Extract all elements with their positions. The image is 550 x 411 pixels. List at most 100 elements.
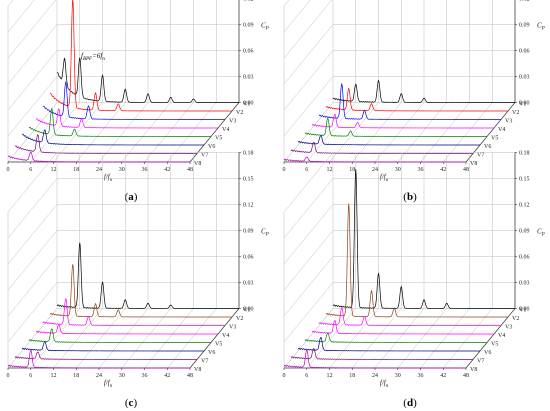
grid-line <box>53 102 103 163</box>
panel-d: 0 6 12 18 24 30 36 42 48 f/fn 0.00 0.03 0.06 0.09 0.12… <box>283 151 545 390</box>
grid-line <box>121 308 171 369</box>
z-tick-label: 0.18 <box>519 151 530 157</box>
grid-line <box>420 102 470 163</box>
x-tick-label: 48 <box>463 373 469 379</box>
z-tick-label: 0.00 <box>243 307 254 313</box>
grid-line <box>167 308 217 369</box>
z-tick-label: 0.03 <box>243 281 254 287</box>
panel-c: 0 6 12 18 24 30 36 42 48 f/fn 0.00 0.03 0.06 0.09 0.12… <box>7 151 269 390</box>
x-tick-label: 6 <box>305 167 308 173</box>
traces <box>283 79 516 163</box>
series-label-V5: V5 <box>215 342 222 348</box>
z-tick-label: 0.09 <box>519 229 530 235</box>
series-line-V4 <box>35 108 219 129</box>
panel-label: (b) <box>403 191 417 203</box>
series-line-V1 <box>56 242 240 309</box>
panel-b: 0 6 12 18 24 30 36 42 48 f/fn 0.00 0.03 0.06 0.09 0.12… <box>283 0 545 183</box>
grid-line <box>420 308 470 369</box>
series-label-V1: V1 <box>243 102 250 108</box>
z-tick-label: 0.15 <box>243 177 254 183</box>
bpf-annotation: fBPF=6fn <box>81 52 105 62</box>
grid-line <box>7 24 58 85</box>
series-line-V3 <box>318 306 502 326</box>
grid-line <box>283 230 334 291</box>
depth-axis-line <box>189 308 240 369</box>
grid-line <box>7 76 58 137</box>
series-label-V1: V1 <box>519 102 526 108</box>
series-label-V1: V1 <box>243 308 250 314</box>
grid-line <box>329 102 379 163</box>
grid-line <box>121 102 171 163</box>
series-label-V3: V3 <box>229 325 236 331</box>
series-line-V3 <box>42 80 226 120</box>
x-tick-label: 0 <box>7 167 10 173</box>
traces <box>7 242 240 369</box>
x-axis-label: f/fn <box>104 173 113 183</box>
grid-line <box>98 102 149 163</box>
x-tick-label: 36 <box>142 167 148 173</box>
depth-axis-line <box>465 102 516 163</box>
z-tick-label: 0.09 <box>519 23 530 29</box>
grid-line <box>443 308 493 369</box>
traces <box>283 169 516 369</box>
x-tick-label: 36 <box>142 373 148 379</box>
z-tick-label: 0.12 <box>519 203 530 209</box>
grid-line <box>283 256 334 317</box>
series-line-V1 <box>56 57 240 103</box>
z-tick-label: 0.09 <box>243 229 254 235</box>
z-tick-label: 0.06 <box>243 255 254 261</box>
grid-line <box>7 282 58 343</box>
series-label-V4: V4 <box>222 127 229 133</box>
series-label-V8: V8 <box>470 367 477 373</box>
grid-line <box>374 102 425 163</box>
grid-line <box>7 0 57 59</box>
depth-axis-line <box>189 102 240 163</box>
x-tick-label: 0 <box>7 373 10 379</box>
series-line-V4 <box>311 113 495 129</box>
x-tick-label: 6 <box>305 373 308 379</box>
panel-a: 0 6 12 18 24 30 36 42 48 f/fn 0.00 0.03 0.06 0.09 0.12… <box>7 0 269 183</box>
x-tick-label: 18 <box>349 373 355 379</box>
series-line-V6 <box>297 336 481 352</box>
grid-line <box>283 308 334 369</box>
grid-line <box>283 204 334 265</box>
x-tick-label: 42 <box>440 373 446 379</box>
series-line-V3 <box>42 297 226 326</box>
z-tick-label: 0.03 <box>519 75 530 81</box>
x-tick-label: 30 <box>119 167 125 173</box>
series-label-V7: V7 <box>477 153 484 159</box>
z-tick-label: 0.06 <box>519 255 530 261</box>
series-line-V2 <box>325 87 509 112</box>
grid-line <box>7 256 58 317</box>
x-tick-label: 24 <box>372 167 378 173</box>
series-label-V3: V3 <box>229 119 236 125</box>
grid <box>283 152 516 369</box>
series-label-V6: V6 <box>484 350 491 356</box>
x-tick-label: 6 <box>29 167 32 173</box>
grid-line <box>144 102 194 163</box>
z-tick-label: 0.06 <box>243 49 254 55</box>
grid-line <box>283 50 334 111</box>
z-tick-label: 0.12 <box>519 0 530 3</box>
series-line-V1 <box>332 79 516 103</box>
z-tick-label: 0.12 <box>243 0 254 3</box>
x-axis-label: f/fn <box>104 379 113 389</box>
series-line-V8 <box>283 349 467 369</box>
grid-line <box>397 308 447 369</box>
series-line-V4 <box>35 324 219 335</box>
series-line-V1 <box>332 169 516 309</box>
panel-label: (a) <box>125 191 138 203</box>
series-line-V5 <box>304 332 488 343</box>
series-label-V8: V8 <box>194 367 201 373</box>
grid-line <box>283 152 334 213</box>
series-line-V3 <box>318 82 502 120</box>
series-line-V2 <box>49 264 233 318</box>
x-tick-label: 30 <box>395 373 401 379</box>
x-tick-label: 30 <box>395 167 401 173</box>
x-tick-label: 24 <box>372 373 378 379</box>
z-tick-label: 0.03 <box>519 281 530 287</box>
series-line-V6 <box>21 129 205 146</box>
x-tick-label: 30 <box>119 373 125 379</box>
